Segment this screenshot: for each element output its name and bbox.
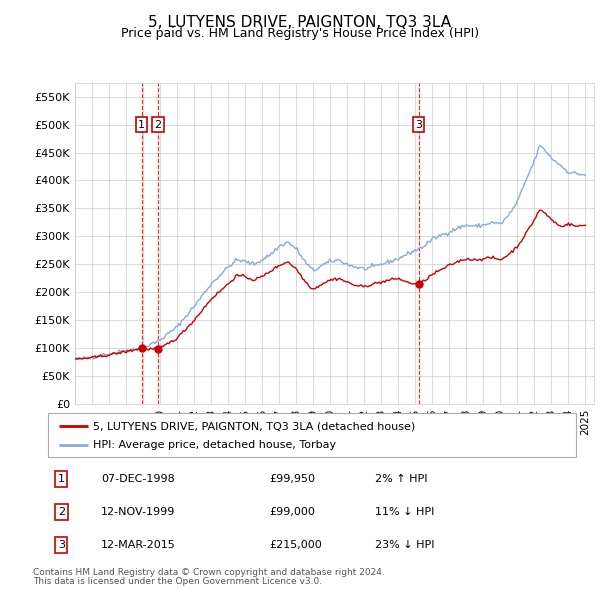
Text: Contains HM Land Registry data © Crown copyright and database right 2024.: Contains HM Land Registry data © Crown c… [33,568,385,576]
Text: 3: 3 [415,120,422,130]
Text: 2: 2 [58,507,65,517]
Text: £99,950: £99,950 [270,474,316,484]
Bar [139,83,145,404]
Text: 2: 2 [154,120,161,130]
Text: 12-NOV-1999: 12-NOV-1999 [101,507,175,517]
Text: 5, LUTYENS DRIVE, PAIGNTON, TQ3 3LA (detached house): 5, LUTYENS DRIVE, PAIGNTON, TQ3 3LA (det… [93,421,415,431]
Bar [155,83,161,404]
Text: HPI: Average price, detached house, Torbay: HPI: Average price, detached house, Torb… [93,440,336,450]
Text: 1: 1 [138,120,145,130]
Text: This data is licensed under the Open Government Licence v3.0.: This data is licensed under the Open Gov… [33,577,322,586]
Text: 11% ↓ HPI: 11% ↓ HPI [376,507,435,517]
Text: Price paid vs. HM Land Registry's House Price Index (HPI): Price paid vs. HM Land Registry's House … [121,27,479,40]
Text: 3: 3 [58,540,65,550]
Text: 07-DEC-1998: 07-DEC-1998 [101,474,175,484]
Text: 5, LUTYENS DRIVE, PAIGNTON, TQ3 3LA: 5, LUTYENS DRIVE, PAIGNTON, TQ3 3LA [148,15,452,30]
Text: 2% ↑ HPI: 2% ↑ HPI [376,474,428,484]
Bar [415,83,422,404]
Text: £99,000: £99,000 [270,507,316,517]
Text: £215,000: £215,000 [270,540,323,550]
Text: 23% ↓ HPI: 23% ↓ HPI [376,540,435,550]
Text: 12-MAR-2015: 12-MAR-2015 [101,540,176,550]
Text: 1: 1 [58,474,65,484]
